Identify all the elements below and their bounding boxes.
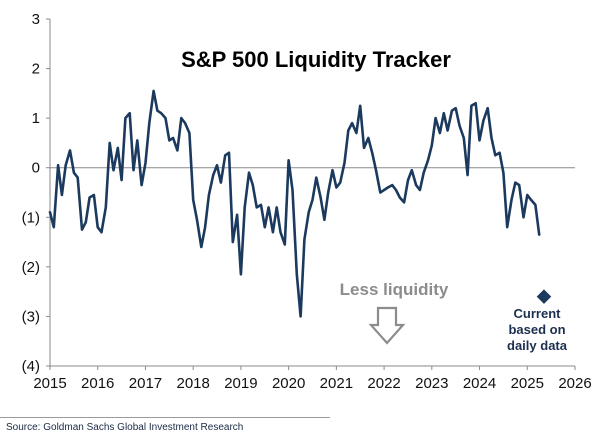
- down-arrow-icon: [368, 306, 406, 345]
- series-layer: [48, 89, 553, 318]
- axes: [46, 18, 576, 370]
- x-tick-label: 2021: [320, 375, 353, 392]
- x-tick-label: 2023: [415, 375, 448, 392]
- source-note: Source: Goldman Sachs Global Investment …: [6, 422, 244, 433]
- x-tick-label: 2020: [272, 375, 305, 392]
- current-label-line1: Current: [514, 306, 562, 321]
- x-tick-label: 2017: [129, 375, 162, 392]
- y-tick-label: (2): [22, 259, 40, 276]
- y-tick-label: 0: [32, 160, 40, 177]
- x-tick-label: 2016: [81, 375, 114, 392]
- current-marker-diamond: [535, 287, 553, 306]
- x-tick-label: 2015: [33, 375, 66, 392]
- chart-title: S&P 500 Liquidity Tracker: [181, 47, 451, 72]
- y-tick-label: (3): [22, 308, 40, 325]
- y-tick-label: 1: [32, 110, 40, 127]
- current-label-line3: daily data: [507, 338, 568, 353]
- x-tick-label: 2022: [367, 375, 400, 392]
- less-liquidity-label: Less liquidity: [340, 280, 449, 299]
- y-tick-label: 2: [32, 61, 40, 78]
- x-tick-label: 2026: [558, 375, 591, 392]
- x-tick-label: 2024: [463, 375, 496, 392]
- x-tick-label: 2018: [176, 375, 209, 392]
- y-tick-label: (4): [22, 358, 40, 375]
- liquidity-line: [48, 89, 541, 318]
- current-label-line2: based on: [508, 322, 565, 337]
- source-divider: [0, 417, 330, 418]
- y-axis-labels: 3 2 1 0 (1) (2) (3) (4): [22, 11, 40, 375]
- y-tick-label: 3: [32, 11, 40, 28]
- x-tick-label: 2019: [224, 375, 257, 392]
- x-axis-labels: 2015 2016 2017 2018 2019 2020 2021 2022 2023 2024…: [33, 375, 591, 392]
- y-tick-label: (1): [22, 209, 40, 226]
- x-tick-label: 2025: [511, 375, 544, 392]
